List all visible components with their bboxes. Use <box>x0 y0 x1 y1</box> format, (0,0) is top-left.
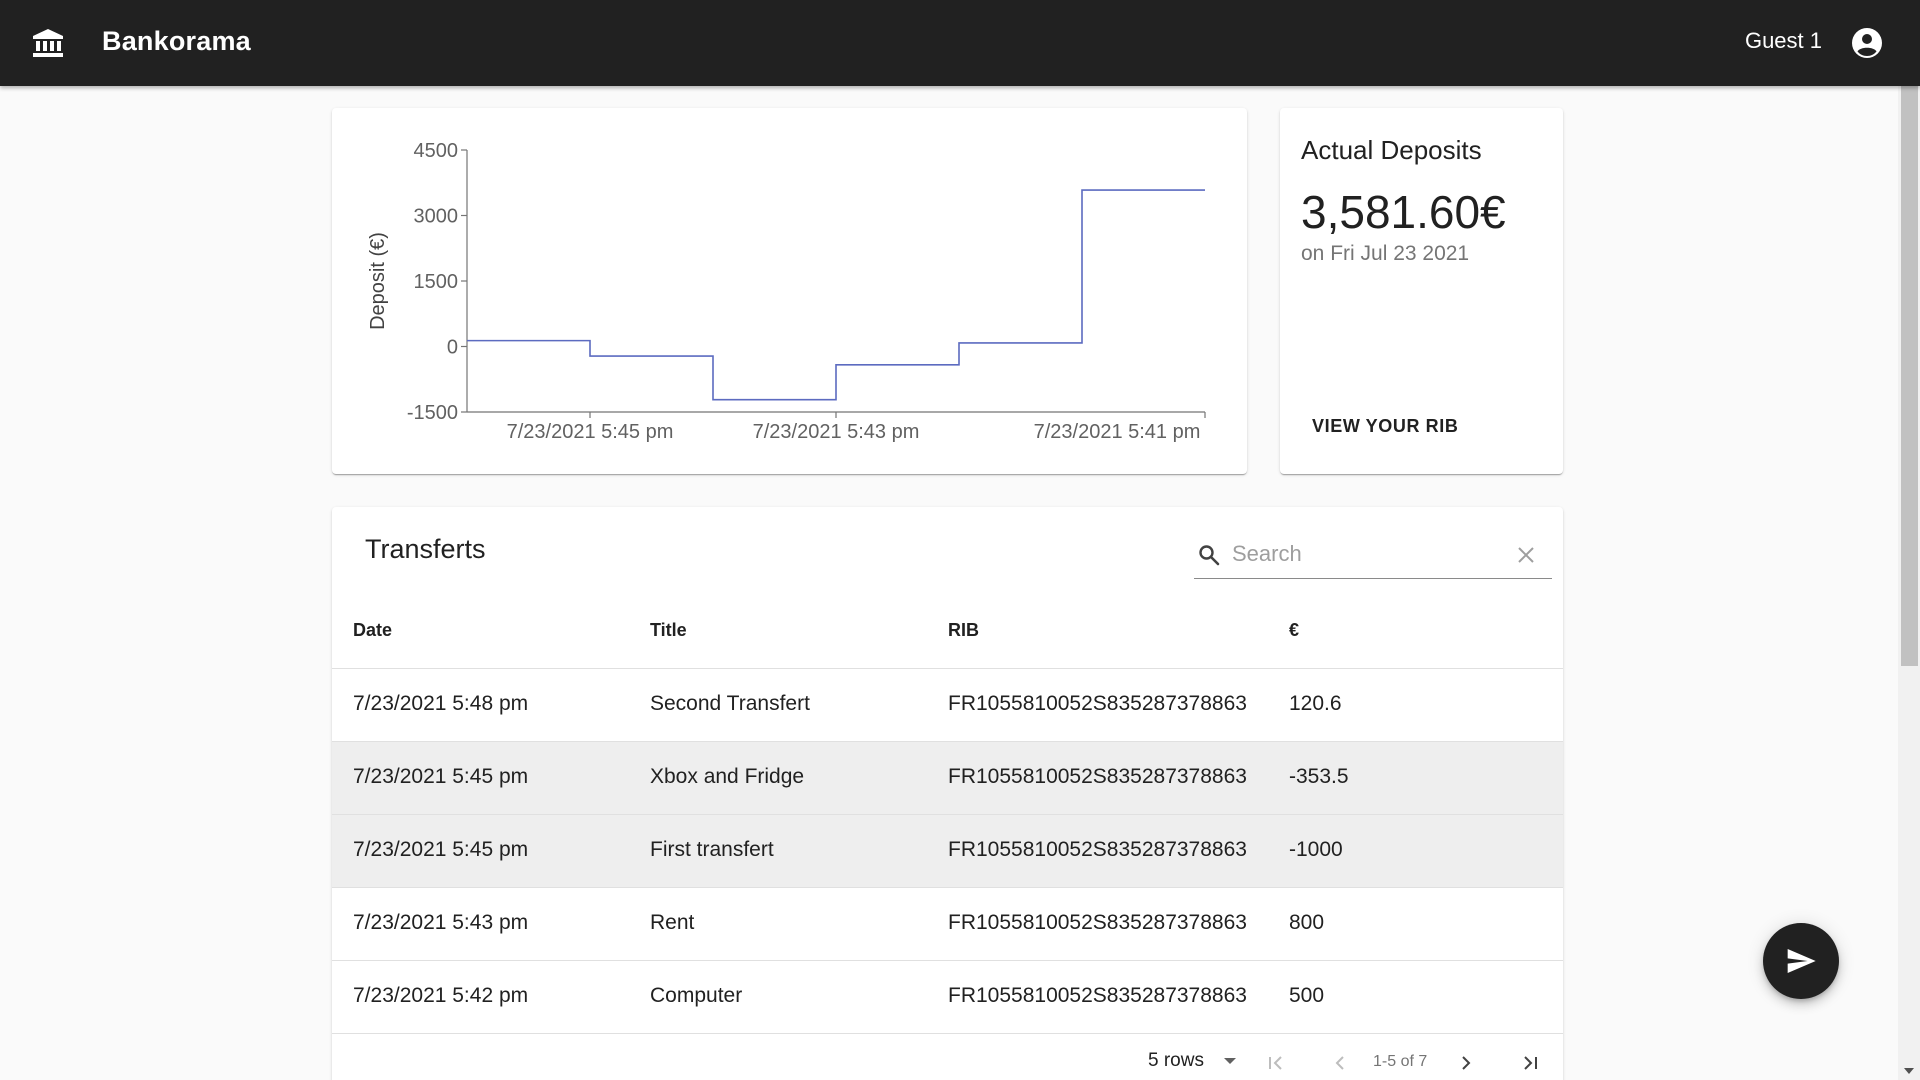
app-title: Bankorama <box>102 26 251 56</box>
table-row[interactable]: 7/23/2021 5:42 pm Computer FR1055810052S… <box>332 961 1563 1034</box>
cell-title: Computer <box>650 984 743 1007</box>
x-tick-label: 7/23/2021 5:43 pm <box>753 421 920 443</box>
cell-date: 7/23/2021 5:48 pm <box>353 692 529 715</box>
cell-title: Second Transfert <box>650 692 810 715</box>
search-input[interactable] <box>1232 539 1502 569</box>
deposit-amount: 3,581.60€ <box>1301 186 1506 238</box>
column-header-amount[interactable]: € <box>1289 620 1300 640</box>
cell-title: First transfert <box>650 838 774 861</box>
table-header: Date Title RIB € <box>332 587 1563 669</box>
cell-amount: -1000 <box>1289 838 1343 861</box>
cell-rib: FR1055810052S835287378863 <box>948 765 1247 788</box>
cell-amount: 500 <box>1289 984 1325 1007</box>
app-bar: Bankorama Guest 1 <box>0 0 1920 86</box>
cell-amount: 120.6 <box>1289 692 1342 715</box>
previous-page-icon[interactable] <box>1328 1051 1352 1075</box>
deposit-series-line <box>467 189 1205 401</box>
account-circle-icon[interactable] <box>1851 27 1883 59</box>
y-tick-label: 0 <box>447 337 458 359</box>
cell-rib: FR1055810052S835287378863 <box>948 984 1247 1007</box>
first-page-icon[interactable] <box>1264 1051 1288 1075</box>
view-rib-button[interactable]: VIEW YOUR RIB <box>1301 408 1469 445</box>
table-row[interactable]: 7/23/2021 5:45 pm First transfert FR1055… <box>332 815 1563 888</box>
last-page-icon[interactable] <box>1518 1051 1542 1075</box>
scroll-down-arrow[interactable] <box>1904 1068 1914 1074</box>
deposit-date: on Fri Jul 23 2021 <box>1301 242 1470 265</box>
search-icon <box>1199 545 1220 566</box>
bank-icon[interactable] <box>32 28 64 58</box>
cell-date: 7/23/2021 5:45 pm <box>353 838 529 861</box>
cell-rib: FR1055810052S835287378863 <box>948 911 1247 934</box>
deposit-chart: 4500 3000 1500 0 -1500 7/23/2021 5:45 pm 7/23/… <box>367 140 1206 443</box>
x-tick-label: 7/23/2021 5:41 pm <box>1034 421 1201 443</box>
x-tick-label: 7/23/2021 5:45 pm <box>507 421 674 443</box>
deposit-chart-card: 4500 3000 1500 0 -1500 7/23/2021 5:45 pm 7/23/… <box>332 108 1247 474</box>
cell-amount: -353.5 <box>1289 765 1349 788</box>
y-tick-label: 1500 <box>414 271 459 293</box>
pagination: 5 rows 1-5 of 7 <box>332 1034 1563 1080</box>
table-row[interactable]: 7/23/2021 5:43 pm Rent FR1055810052S8352… <box>332 888 1563 961</box>
user-name[interactable]: Guest 1 <box>1744 28 1822 53</box>
y-tick-label: 3000 <box>414 206 459 228</box>
actual-deposits-card: Actual Deposits 3,581.60€ on Fri Jul 23 … <box>1280 108 1563 474</box>
cell-amount: 800 <box>1289 911 1325 934</box>
cell-title: Rent <box>650 911 695 934</box>
scrollbar-thumb[interactable] <box>1901 86 1918 666</box>
rows-per-page-select[interactable]: 5 rows <box>1148 1050 1204 1071</box>
transfers-table-card: Transferts Date Title RIB € 7/23/2021 5:… <box>332 507 1563 1080</box>
page-info: 1-5 of 7 <box>1373 1053 1428 1070</box>
cell-date: 7/23/2021 5:45 pm <box>353 765 529 788</box>
send-icon <box>1787 949 1816 973</box>
cell-date: 7/23/2021 5:43 pm <box>353 911 529 934</box>
column-header-rib[interactable]: RIB <box>948 620 979 640</box>
chevron-down-icon[interactable] <box>1224 1058 1236 1064</box>
y-axis-label: Deposit (€) <box>367 232 389 330</box>
search-field <box>1194 531 1552 579</box>
cell-rib: FR1055810052S835287378863 <box>948 838 1247 861</box>
column-header-date[interactable]: Date <box>353 620 393 640</box>
page-scrollbar[interactable] <box>1898 86 1920 1080</box>
column-header-title[interactable]: Title <box>650 620 687 640</box>
deposits-title: Actual Deposits <box>1301 135 1482 165</box>
send-transfer-button[interactable] <box>1763 923 1839 999</box>
y-tick-label: 4500 <box>414 140 459 162</box>
y-tick-label: -1500 <box>407 402 458 424</box>
table-row[interactable]: 7/23/2021 5:48 pm Second Transfert FR105… <box>332 669 1563 742</box>
transfers-title: Transferts <box>365 534 486 564</box>
next-page-icon[interactable] <box>1454 1051 1478 1075</box>
clear-icon[interactable] <box>1516 545 1536 565</box>
table-row[interactable]: 7/23/2021 5:45 pm Xbox and Fridge FR1055… <box>332 742 1563 815</box>
cell-title: Xbox and Fridge <box>650 765 805 788</box>
cell-date: 7/23/2021 5:42 pm <box>353 984 529 1007</box>
cell-rib: FR1055810052S835287378863 <box>948 692 1247 715</box>
